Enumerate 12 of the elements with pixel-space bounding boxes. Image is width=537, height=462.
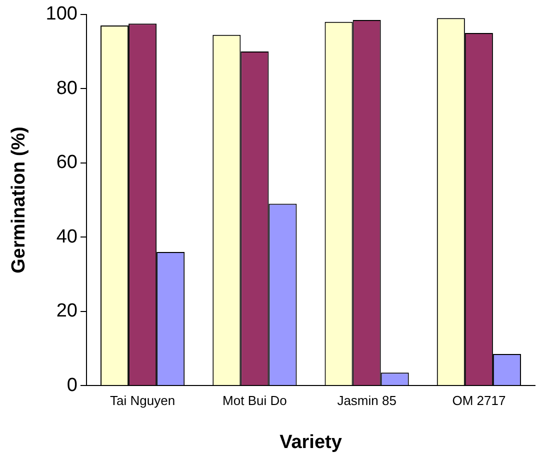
y-tick-label: 100 [46, 4, 78, 25]
x-tick-label: Jasmin 85 [337, 392, 396, 408]
x-tick-label: OM 2717 [452, 392, 506, 408]
x-tick-label: Tai Nguyen [110, 392, 176, 408]
y-tick-label: 0 [66, 374, 78, 396]
y-tick-label: 80 [56, 78, 78, 99]
x-axis-title: Variety [280, 432, 342, 453]
y-tick-label: 40 [56, 226, 78, 248]
y-tick-label: 60 [56, 152, 78, 174]
y-tick-label: 20 [56, 300, 78, 322]
x-tick-label: Mot Bui Do [222, 392, 287, 408]
y-axis-title: Germination (%) [8, 126, 30, 274]
